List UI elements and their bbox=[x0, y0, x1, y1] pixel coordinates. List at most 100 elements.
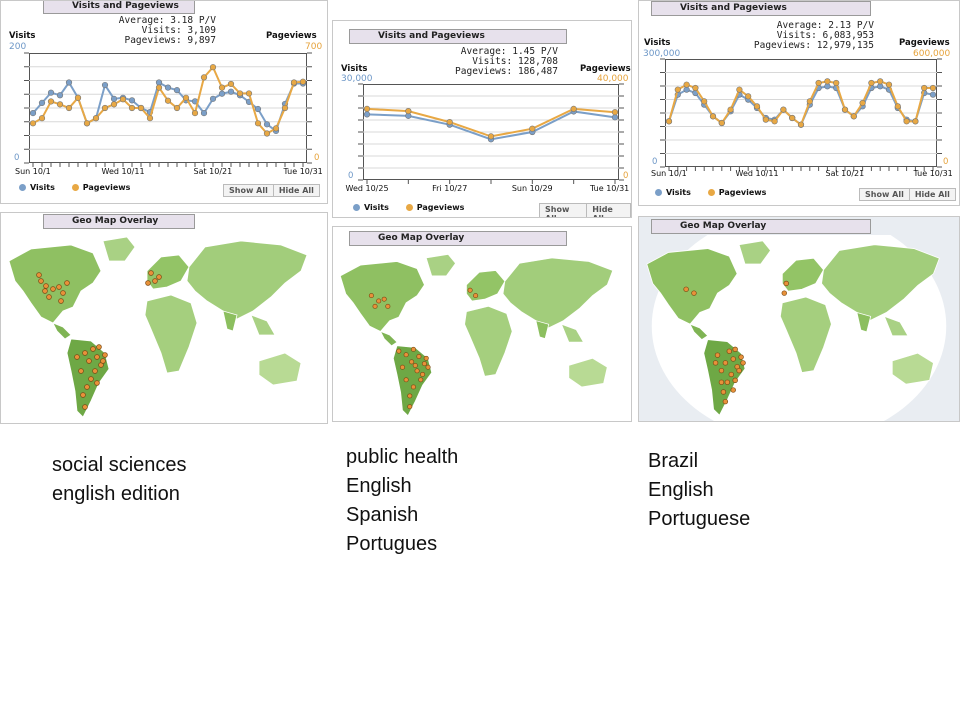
panel-3-legend-pageviews[interactable]: Pageviews bbox=[718, 188, 767, 197]
visits-point[interactable] bbox=[65, 79, 73, 86]
map-region-europe[interactable] bbox=[781, 257, 825, 292]
panel-2-show-all-button[interactable]: Show All bbox=[545, 205, 570, 217]
map-marker[interactable] bbox=[376, 298, 382, 304]
map-marker[interactable] bbox=[84, 384, 90, 390]
pageviews-point[interactable] bbox=[200, 74, 208, 81]
panel-2-chart-tab[interactable]: Visits and Pageviews bbox=[349, 29, 567, 44]
map-marker[interactable] bbox=[46, 294, 52, 300]
visits-point[interactable] bbox=[929, 91, 937, 98]
map-marker[interactable] bbox=[407, 404, 413, 410]
map-marker[interactable] bbox=[100, 358, 106, 364]
pageviews-point[interactable] bbox=[281, 104, 289, 112]
pageviews-point[interactable] bbox=[128, 104, 136, 112]
map-marker[interactable] bbox=[42, 288, 48, 294]
pageviews-point[interactable] bbox=[859, 99, 866, 107]
pageviews-point[interactable] bbox=[877, 78, 884, 85]
map-marker[interactable] bbox=[423, 355, 429, 361]
map-marker[interactable] bbox=[148, 270, 154, 276]
map-marker[interactable] bbox=[86, 358, 92, 364]
map-marker[interactable] bbox=[781, 290, 787, 296]
pageviews-point[interactable] bbox=[903, 118, 910, 125]
map-marker[interactable] bbox=[78, 368, 84, 374]
panel-1-legend-visits[interactable]: Visits bbox=[30, 183, 55, 192]
pageviews-point[interactable] bbox=[771, 118, 778, 125]
map-region-africa[interactable] bbox=[779, 296, 832, 374]
pageviews-point[interactable] bbox=[146, 115, 154, 122]
pageviews-point[interactable] bbox=[137, 104, 145, 112]
pageviews-point[interactable] bbox=[850, 113, 857, 120]
map-region-south-america[interactable] bbox=[66, 338, 110, 418]
visits-point[interactable] bbox=[164, 84, 172, 91]
panel-1-show-all-button[interactable]: Show All bbox=[229, 186, 268, 195]
map-marker[interactable] bbox=[372, 303, 378, 309]
map-marker[interactable] bbox=[730, 387, 736, 393]
map-region-europe[interactable] bbox=[466, 270, 506, 302]
pageviews-point[interactable] bbox=[780, 106, 787, 113]
pageviews-point[interactable] bbox=[683, 81, 690, 88]
pageviews-point[interactable] bbox=[65, 104, 73, 112]
pageviews-point[interactable] bbox=[92, 115, 100, 122]
map-region-greenland[interactable] bbox=[738, 240, 772, 265]
map-marker[interactable] bbox=[36, 272, 42, 278]
map-marker[interactable] bbox=[74, 354, 80, 360]
map-marker[interactable] bbox=[56, 284, 62, 290]
panel-1-map-tab[interactable]: Geo Map Overlay bbox=[43, 214, 195, 229]
panel-3-hide-all-button[interactable]: Hide All bbox=[908, 189, 955, 200]
map-marker[interactable] bbox=[720, 389, 727, 395]
map-marker[interactable] bbox=[82, 404, 88, 410]
panel-3-chart-tab[interactable]: Visits and Pageviews bbox=[651, 1, 871, 16]
map-region-north-america[interactable] bbox=[339, 261, 425, 332]
panel-3-legend-visits[interactable]: Visits bbox=[666, 188, 691, 197]
pageviews-point[interactable] bbox=[487, 133, 495, 140]
map-marker[interactable] bbox=[712, 360, 719, 366]
panel-1-hide-all-button[interactable]: Hide All bbox=[272, 185, 319, 196]
visits-point[interactable] bbox=[173, 87, 181, 94]
map-region-greenland[interactable] bbox=[102, 236, 136, 262]
map-marker[interactable] bbox=[738, 354, 744, 360]
map-marker[interactable] bbox=[718, 379, 725, 385]
visits-point[interactable] bbox=[38, 99, 46, 107]
map-marker[interactable] bbox=[88, 376, 94, 382]
map-marker[interactable] bbox=[467, 287, 473, 293]
visits-point[interactable] bbox=[218, 90, 226, 97]
map-marker[interactable] bbox=[414, 368, 420, 374]
map-marker[interactable] bbox=[736, 367, 742, 374]
pageviews-point[interactable] bbox=[894, 103, 901, 110]
pageviews-point[interactable] bbox=[833, 79, 840, 87]
map-marker[interactable] bbox=[420, 371, 426, 377]
pageviews-point[interactable] bbox=[74, 94, 82, 101]
map-marker[interactable] bbox=[722, 398, 729, 405]
pageviews-point[interactable] bbox=[841, 106, 849, 113]
map-marker[interactable] bbox=[94, 380, 100, 386]
pageviews-point[interactable] bbox=[921, 84, 928, 92]
map-region-southeast-asia[interactable] bbox=[250, 314, 276, 336]
map-marker[interactable] bbox=[43, 283, 49, 289]
visits-point[interactable] bbox=[128, 97, 136, 104]
visits-point[interactable] bbox=[209, 95, 217, 102]
map-region-africa[interactable] bbox=[464, 305, 513, 377]
visits-point[interactable] bbox=[611, 114, 619, 121]
panel-2-geo-map[interactable] bbox=[333, 249, 631, 421]
pageviews-point[interactable] bbox=[245, 90, 253, 97]
pageviews-point[interactable] bbox=[236, 90, 244, 97]
pageviews-point[interactable] bbox=[47, 98, 55, 105]
pageviews-point[interactable] bbox=[797, 121, 805, 128]
panel-3-geo-map[interactable] bbox=[639, 235, 959, 421]
map-marker[interactable] bbox=[156, 274, 162, 280]
map-marker[interactable] bbox=[385, 303, 391, 309]
map-marker[interactable] bbox=[94, 354, 100, 360]
pageviews-point[interactable] bbox=[727, 106, 734, 113]
map-marker[interactable] bbox=[92, 368, 98, 374]
pageviews-point[interactable] bbox=[736, 86, 743, 93]
map-marker[interactable] bbox=[410, 384, 416, 390]
map-marker[interactable] bbox=[732, 377, 738, 383]
pageviews-point[interactable] bbox=[83, 120, 91, 127]
pageviews-point[interactable] bbox=[263, 130, 271, 137]
map-region-central-america[interactable] bbox=[689, 323, 709, 341]
map-region-africa[interactable] bbox=[144, 294, 198, 374]
map-region-asia[interactable] bbox=[502, 257, 614, 329]
visits-point[interactable] bbox=[47, 89, 55, 96]
pageviews-point[interactable] bbox=[29, 120, 37, 127]
pageviews-point[interactable] bbox=[272, 125, 280, 132]
map-marker[interactable] bbox=[726, 348, 733, 354]
